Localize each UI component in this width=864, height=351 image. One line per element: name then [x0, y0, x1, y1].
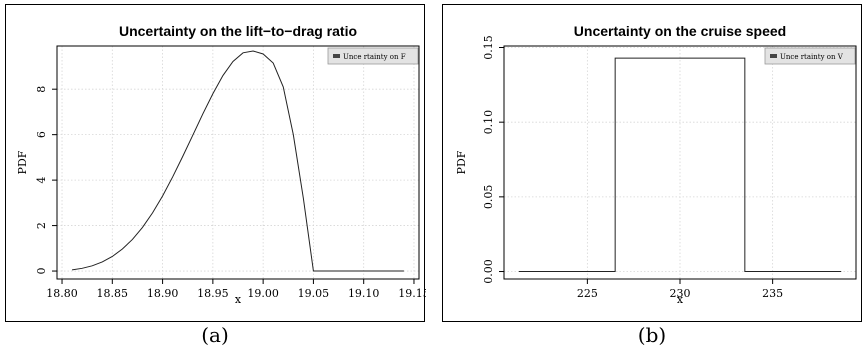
chart-title: Uncertainty on the cruise speed	[574, 23, 786, 39]
x-tick-label: 18.85	[97, 287, 129, 300]
y-tick-label: 2	[35, 222, 48, 229]
x-tick-label: 230	[670, 287, 691, 300]
pdf-chart-cruise-speed: Uncertainty on the cruise speed 225 230 235…	[455, 23, 857, 306]
legend-swatch	[333, 54, 340, 58]
x-tick-label: 19.00	[247, 287, 279, 300]
y-axis-label: PDF	[16, 150, 29, 174]
grid	[504, 46, 856, 279]
x-tick-label: 19.10	[348, 287, 380, 300]
x-tick-label: 18.90	[147, 287, 179, 300]
legend-swatch	[770, 54, 777, 58]
series-line	[518, 57, 842, 273]
y-tick-label: 4	[35, 177, 48, 184]
x-tick-label: 19.05	[298, 287, 330, 300]
y-axis-label: PDF	[455, 150, 468, 174]
legend-box	[327, 47, 419, 65]
x-tick-label: 18.95	[197, 287, 229, 300]
pdf-chart-lift-to-drag: Uncertainty on the lift−to−drag ratio 18.…	[16, 23, 426, 306]
plot-area	[56, 45, 420, 280]
grid	[57, 46, 419, 279]
legend-entry: Unce rtainty on F	[343, 53, 406, 61]
y-tick-label: 0.10	[482, 110, 495, 135]
chart-panel-b: Uncertainty on the cruise speed 225 230 235…	[442, 4, 862, 322]
y-tick-label: 6	[35, 131, 48, 138]
x-tick-label: 225	[577, 287, 598, 300]
caption-a: (a)	[201, 323, 229, 347]
x-axis-label: x	[235, 293, 242, 306]
x-tick-label: 18.80	[46, 287, 78, 300]
x-tick-label: 235	[762, 287, 783, 300]
legend: Unce rtainty on V	[764, 47, 856, 65]
x-axis-label: x	[677, 293, 684, 306]
chart-title: Uncertainty on the lift−to−drag ratio	[119, 23, 357, 39]
legend: Unce rtainty on F	[327, 47, 419, 65]
y-tick-label: 0.15	[482, 35, 495, 60]
legend-box	[764, 47, 856, 65]
y-tick-label: 0	[35, 268, 48, 275]
chart-panel-a: Uncertainty on the lift−to−drag ratio 18.…	[5, 4, 426, 322]
y-tick-label: 0.00	[482, 259, 495, 284]
x-tick-label: 19.15	[398, 287, 426, 300]
series-line	[72, 50, 404, 272]
y-tick-label: 0.05	[482, 185, 495, 210]
caption-b: (b)	[637, 323, 667, 347]
legend-entry: Unce rtainty on V	[780, 53, 844, 61]
y-tick-label: 8	[35, 86, 48, 93]
